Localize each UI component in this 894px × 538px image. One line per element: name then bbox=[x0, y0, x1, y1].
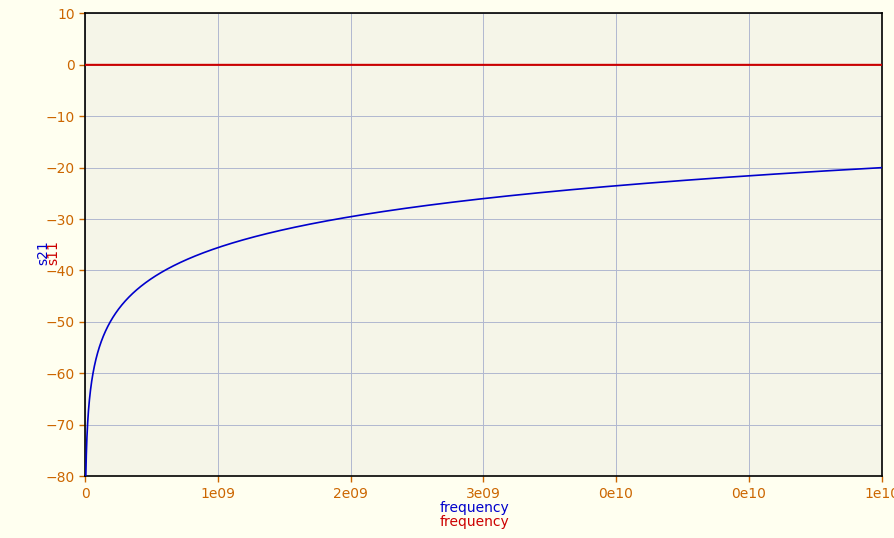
Text: frequency: frequency bbox=[439, 515, 509, 529]
Text: s21: s21 bbox=[36, 240, 50, 265]
Text: frequency: frequency bbox=[439, 501, 509, 515]
Text: s11: s11 bbox=[46, 240, 61, 265]
